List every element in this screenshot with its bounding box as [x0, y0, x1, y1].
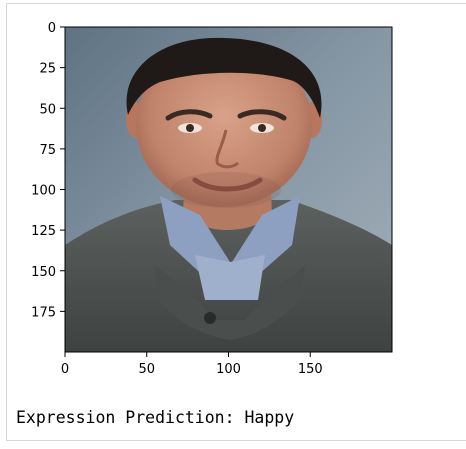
output-cell-border	[6, 3, 466, 441]
y-tick-label: 150	[31, 265, 56, 280]
y-tick-label: 75	[39, 143, 56, 158]
y-tick-label: 0	[48, 21, 56, 36]
y-tick-label: 125	[31, 224, 56, 239]
x-tick-label: 50	[138, 362, 155, 377]
y-tick-label: 100	[31, 184, 56, 199]
image-plot: 0 50 100 150 0 25 50 75 100 125 150 175	[31, 21, 393, 377]
y-axis: 0 25 50 75 100 125 150 175	[31, 21, 65, 320]
x-tick-label: 150	[298, 362, 323, 377]
x-axis: 0 50 100 150	[61, 352, 323, 377]
prediction-output: Expression Prediction: Happy	[16, 408, 295, 427]
x-tick-label: 0	[61, 362, 69, 377]
y-tick-label: 175	[31, 305, 56, 320]
y-tick-label: 50	[39, 102, 56, 117]
y-tick-label: 25	[39, 62, 56, 77]
portrait-photo-icon	[65, 27, 392, 352]
x-tick-label: 100	[216, 362, 241, 377]
